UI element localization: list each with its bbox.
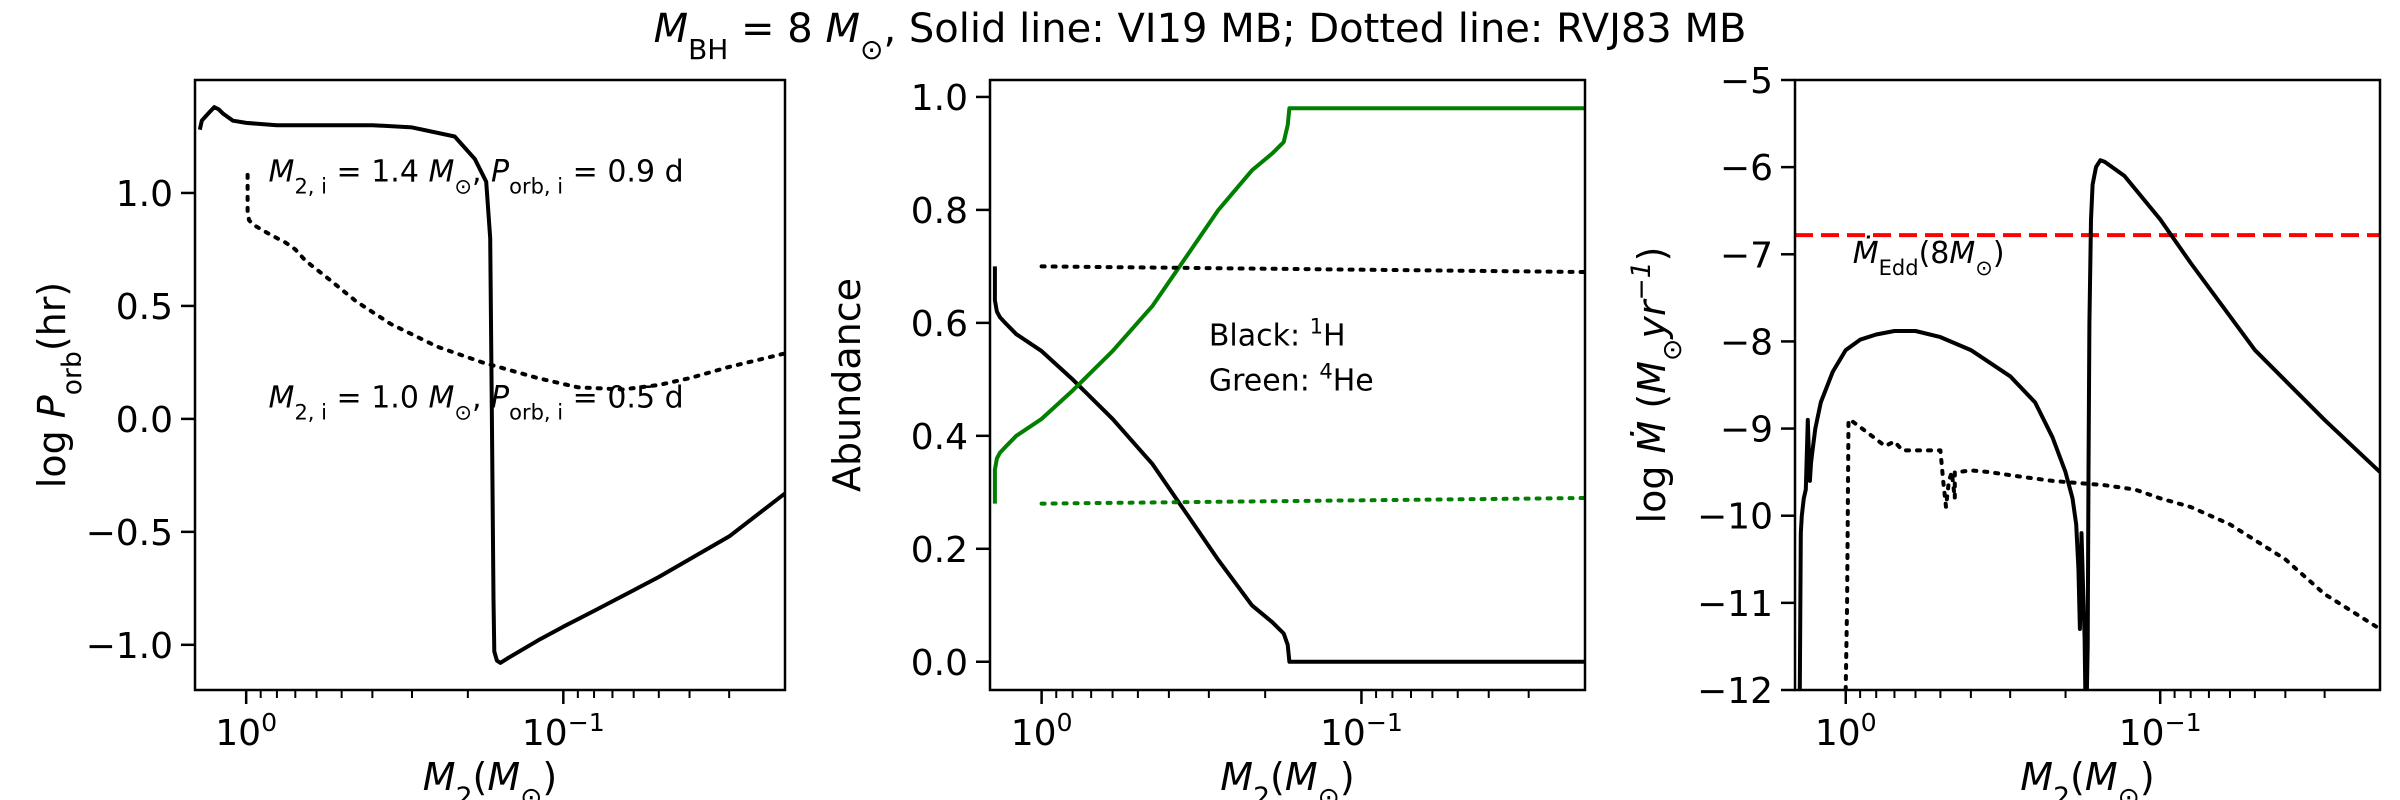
y-axis-label: log Ṁ (M⊙yr−1): [1626, 247, 1688, 524]
y-tick-label: 0.4: [911, 417, 968, 458]
y-tick-label: −0.5: [86, 513, 173, 554]
x-tick-label: 10−1: [1320, 708, 1403, 755]
y-tick-label: 0.0: [116, 400, 173, 441]
x-tick-label: 10−1: [522, 708, 605, 755]
figure-title: MBH = 8 M⊙, Solid line: VI19 MB; Dotted …: [654, 6, 1747, 66]
x-tick-label: 100: [1815, 708, 1877, 755]
series-line-green-solid: [992, 106, 1585, 504]
panel-abundance: 100 10−1 0.0 0.2 0.4 0.6 0.8 1.0 M2(M⊙) Abundance…: [825, 78, 1587, 800]
series-line-black-dotted: [1843, 417, 2380, 690]
y-axis-label: Abundance: [825, 278, 869, 492]
y-tick-label: −5: [1720, 61, 1773, 102]
y-tick-label: −9: [1720, 410, 1773, 451]
x-tick-label: 10−1: [2119, 708, 2202, 755]
y-axis-label: log Porb(hr): [30, 282, 88, 488]
y-tick-label: −10: [1697, 497, 1773, 538]
panel-mass-transfer-rate: 100 10−1 −5 −6 −7 −8 −9 −10 −11 −12 M2(M⊙) log Ṁ (M…: [1626, 61, 2382, 800]
series-line-black-solid: [1797, 158, 2380, 690]
axes-frame: [193, 78, 787, 692]
annotation: Green: 4He: [1209, 360, 1374, 399]
annotation: M2, i = 1.0 M⊙, Porb, i = 0.5 d: [269, 381, 684, 425]
y-tick-label: 0.0: [911, 643, 968, 684]
series-line-black-dotted: [1039, 264, 1585, 274]
annotation: M2, i = 1.4 M⊙, Porb, i = 0.9 d: [269, 155, 684, 199]
y-tick-label: −6: [1720, 148, 1773, 189]
series-line-green-dotted: [1039, 496, 1585, 506]
y-tick-label: −11: [1697, 584, 1773, 625]
y-tick-label: −12: [1697, 671, 1773, 712]
series-line-black-dotted: [245, 172, 785, 392]
series-line-black-solid: [992, 266, 1585, 664]
x-tick-label: 100: [215, 708, 277, 755]
y-tick-label: 0.5: [116, 287, 173, 328]
y-tick-label: 1.0: [116, 174, 173, 215]
x-axis-label: M2(M⊙): [423, 755, 557, 800]
series-line-black-solid: [197, 105, 785, 665]
y-tick-label: 0.2: [911, 530, 968, 571]
y-tick-label: −1.0: [86, 626, 173, 667]
x-axis-label: M2(M⊙): [2020, 755, 2154, 800]
annotation: Black: 1H: [1209, 314, 1346, 353]
y-tick-label: −8: [1720, 322, 1773, 363]
y-tick-label: 0.6: [911, 304, 968, 345]
y-tick-label: 1.0: [911, 78, 968, 119]
annotation: ṀEdd(8M⊙): [1853, 235, 2005, 280]
axes-frame: [1793, 78, 2382, 692]
y-tick-label: 0.8: [911, 191, 968, 232]
y-tick-label: −7: [1720, 235, 1773, 276]
x-tick-label: 100: [1011, 708, 1073, 755]
axes-frame: [988, 78, 1587, 692]
panel-orbital-period: 100 10−1 1.0 0.5 0.0 −0.5 −1.0 M2(M⊙) log Porb(h…: [30, 78, 787, 800]
x-axis-label: M2(M⊙): [1220, 755, 1354, 800]
